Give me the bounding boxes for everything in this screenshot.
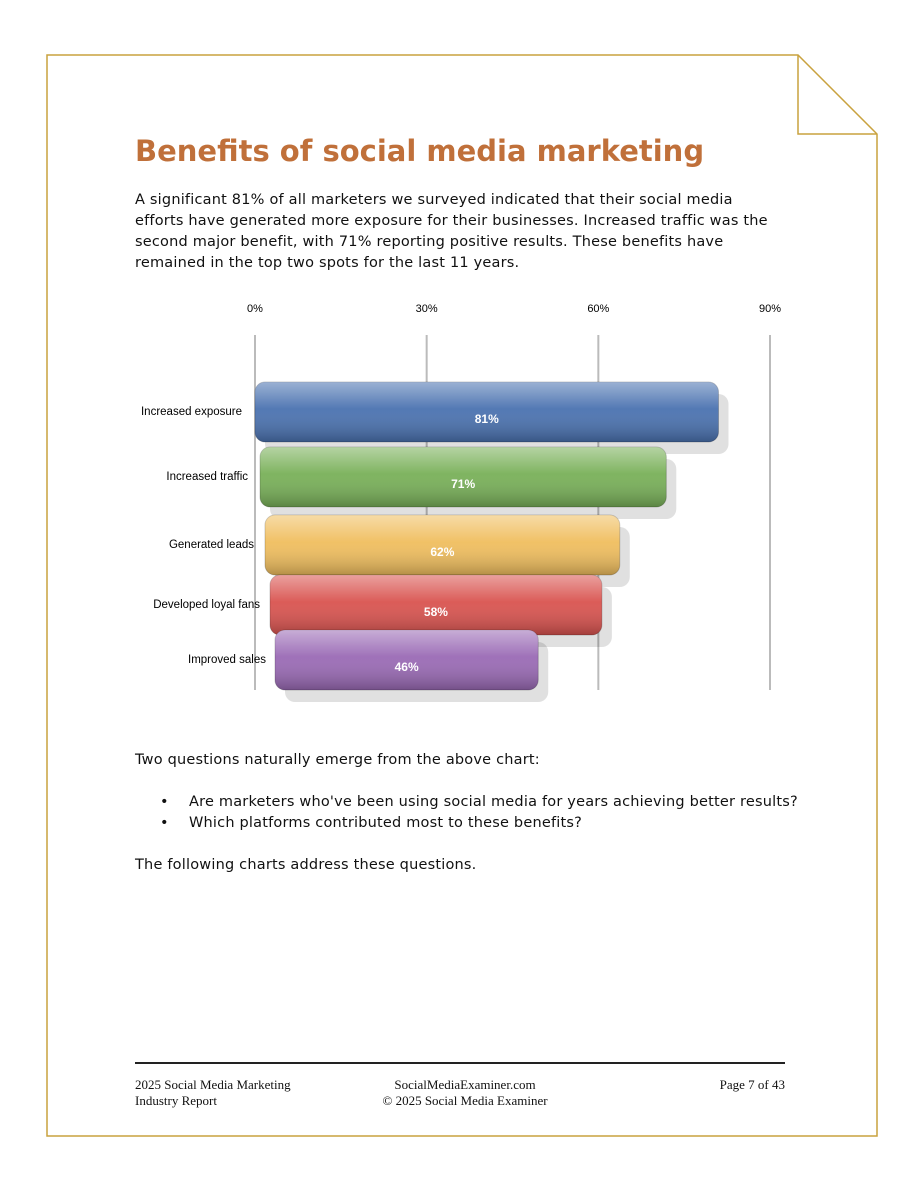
x-tick-label: 90% [759, 303, 781, 315]
category-label: Developed loyal fans [153, 599, 260, 611]
footer-text: 2025 Social Media Marketing [135, 1077, 291, 1092]
x-tick-label: 60% [587, 303, 609, 315]
footer-text: Industry Report [135, 1093, 217, 1108]
questions-intro: Two questions naturally emerge from the … [135, 752, 540, 768]
value-label: 71% [451, 477, 475, 491]
value-label: 81% [475, 412, 499, 426]
bullet-item: • Which platforms contributed most to the… [160, 815, 583, 831]
footer-left: 2025 Social Media Marketing Industry Rep… [135, 1077, 291, 1109]
category-label: Generated leads [169, 539, 254, 551]
bullet-item: • Are marketers who've been using social … [160, 794, 798, 810]
closing-paragraph: The following charts address these quest… [135, 857, 477, 873]
bullet-text: Are marketers who've been using social m… [189, 794, 798, 810]
intro-paragraph: A significant 81% of all marketers we su… [135, 192, 768, 271]
x-tick-label: 30% [416, 303, 438, 315]
bullet-list: • Are marketers who've been using social … [160, 792, 798, 834]
footer-rule [135, 1062, 785, 1064]
value-label: 46% [395, 660, 419, 674]
bar-shine [260, 447, 667, 507]
value-label: 58% [424, 605, 448, 619]
bar-shine [255, 382, 719, 442]
bar-shine [275, 630, 539, 690]
x-tick-label: 0% [247, 303, 263, 315]
footer-text: © 2025 Social Media Examiner [382, 1093, 548, 1108]
footer-right: Page 7 of 43 [719, 1077, 785, 1092]
footer-text: SocialMediaExaminer.com [394, 1077, 536, 1092]
category-label: Increased exposure [141, 406, 242, 418]
bar-shine [265, 515, 620, 575]
category-label: Improved sales [188, 654, 266, 666]
page-title: Benefits of social media marketing [135, 134, 705, 168]
value-label: 62% [430, 545, 454, 559]
bar-shine [270, 575, 602, 635]
category-label: Increased traffic [166, 471, 248, 483]
bullet-text: Which platforms contributed most to thes… [189, 815, 583, 831]
footer-center: SocialMediaExaminer.com © 2025 Social Me… [335, 1077, 595, 1109]
chart: 0% 30% 60% 90% Increased exposure 81% Increase… [141, 303, 781, 702]
